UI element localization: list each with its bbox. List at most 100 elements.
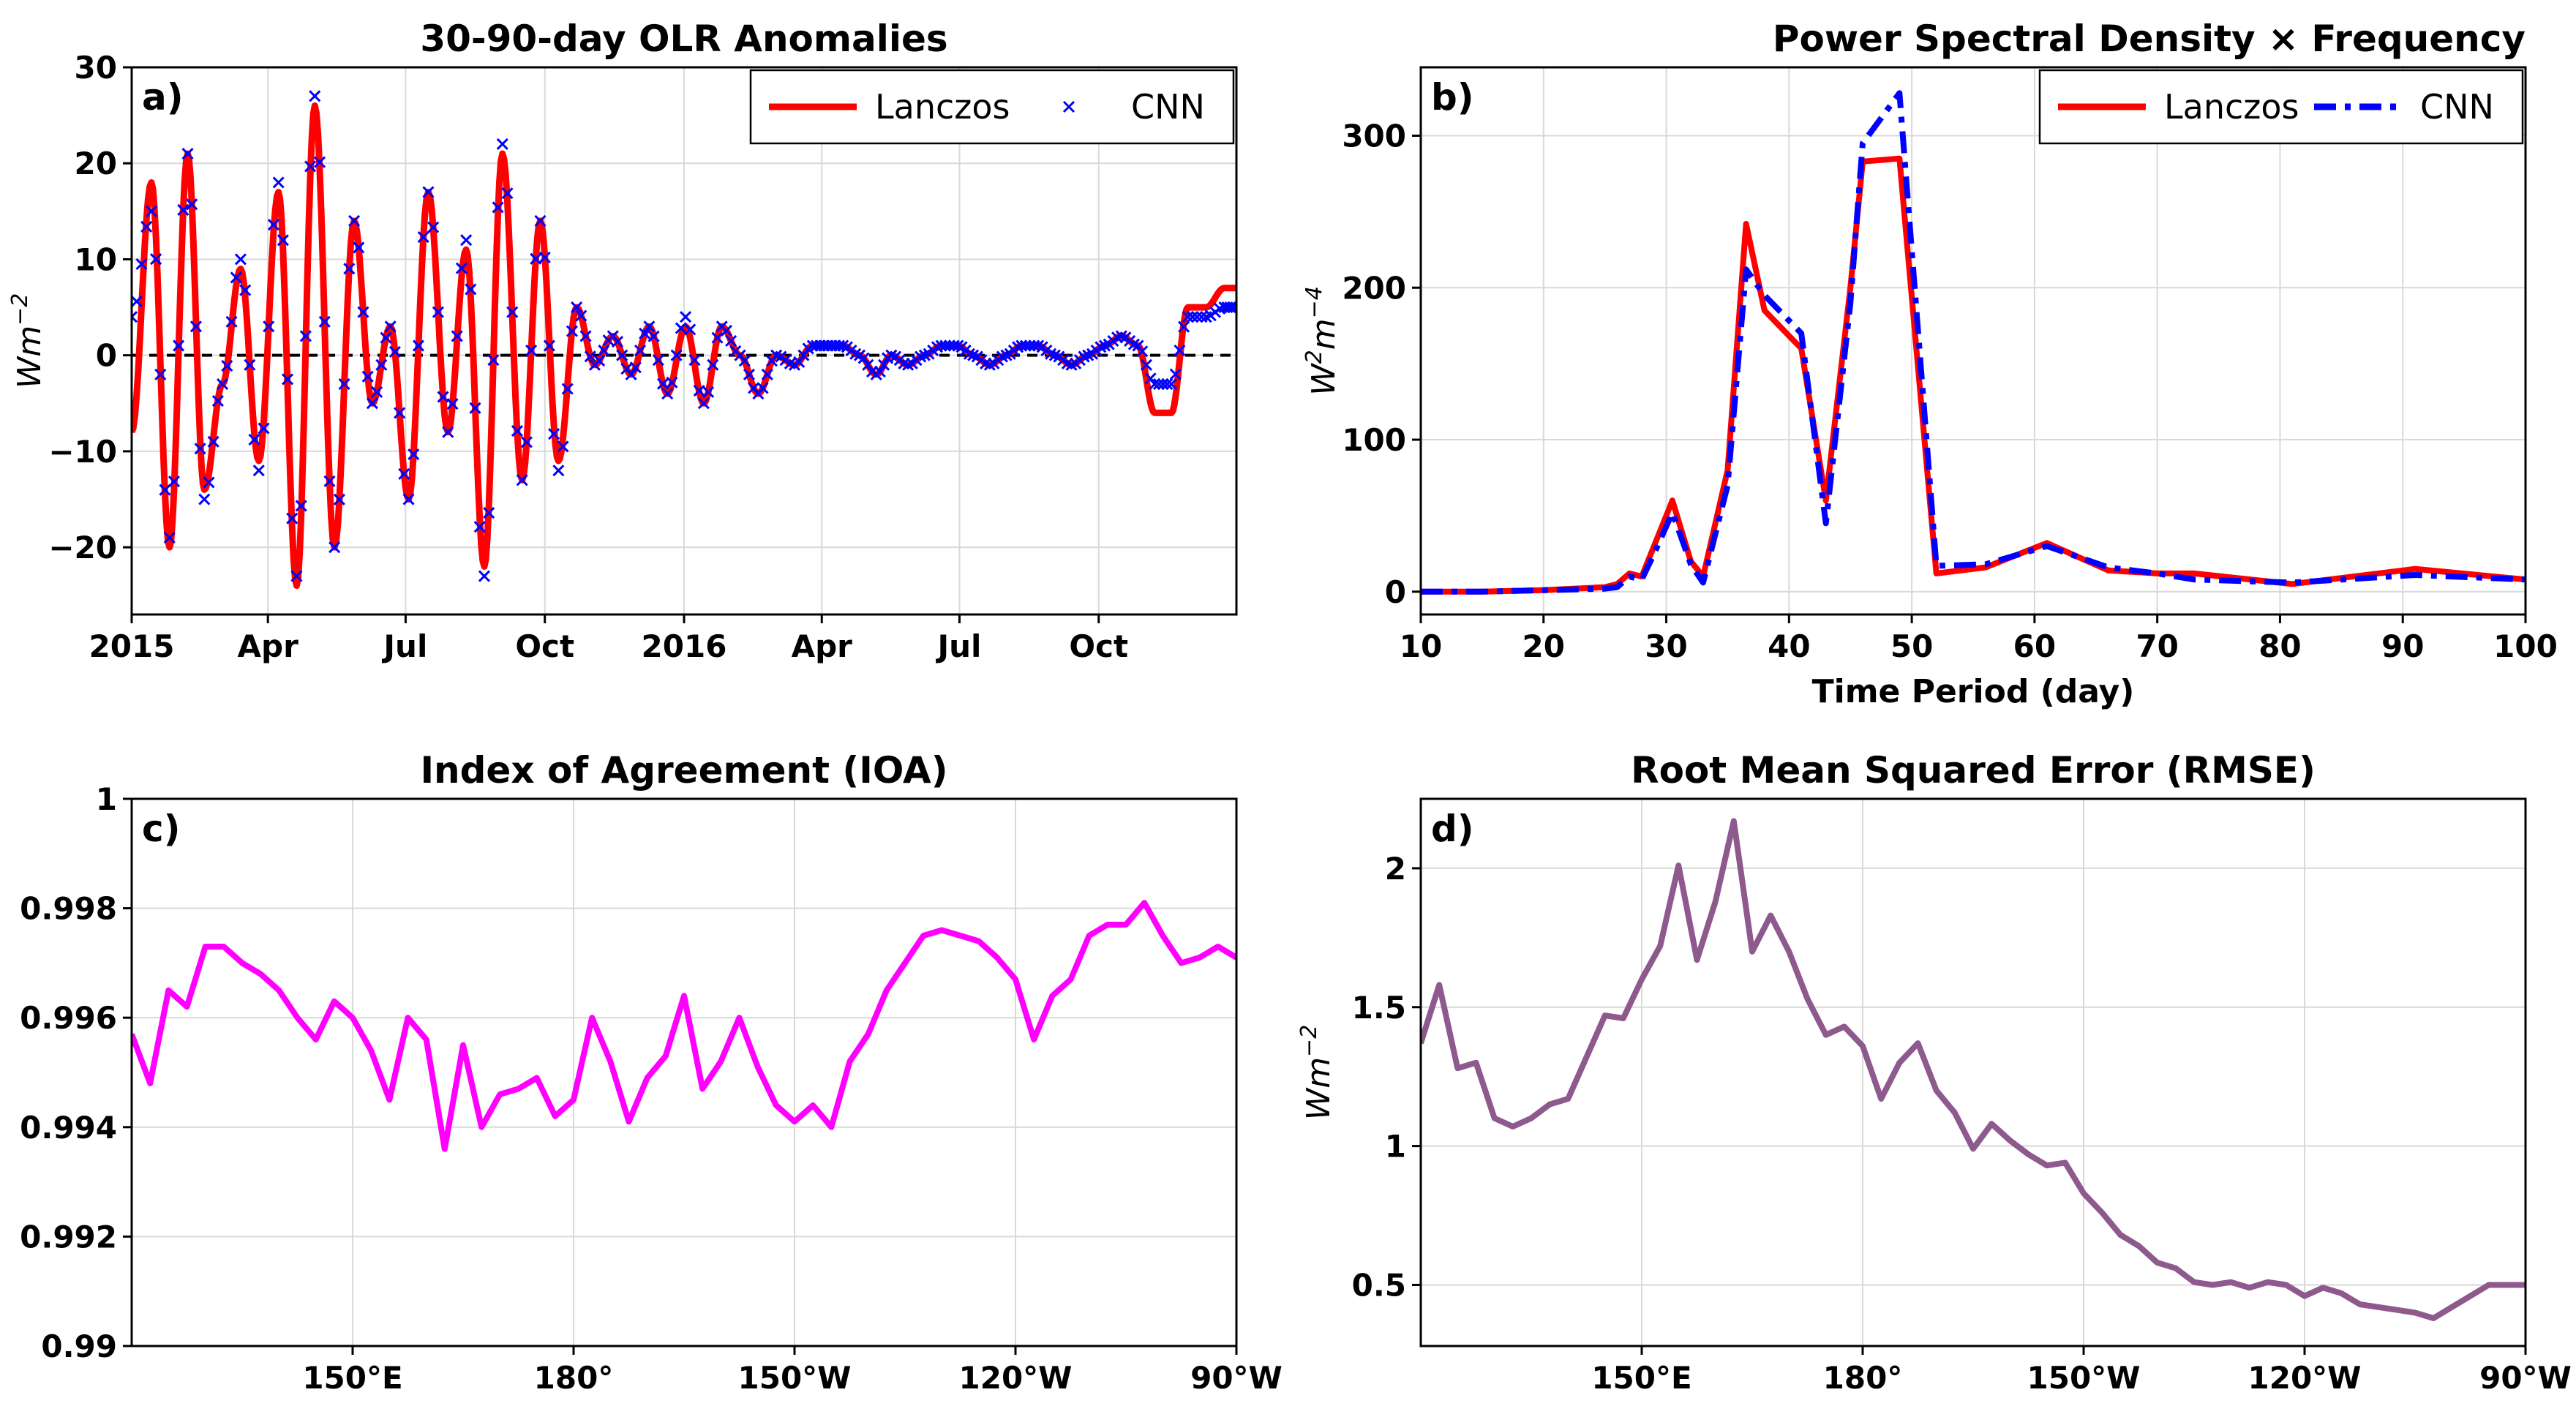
x-tick-label: Apr	[238, 628, 299, 664]
y-tick-label: 1	[1385, 1129, 1406, 1165]
data-point	[140, 220, 153, 233]
data-point	[496, 138, 508, 151]
data-point	[353, 241, 365, 254]
data-point	[543, 339, 555, 352]
data-point	[366, 397, 378, 410]
data-point	[520, 436, 533, 448]
data-point	[639, 327, 651, 339]
data-point	[277, 234, 289, 247]
data-point	[194, 443, 206, 455]
data-point	[132, 311, 138, 323]
legend-marker	[1062, 100, 1075, 113]
y-tick-label: 1	[96, 781, 117, 817]
y-axis-label: Wm−2	[1296, 1025, 1337, 1121]
data-point	[225, 315, 238, 328]
x-tick-label: Oct	[1069, 628, 1128, 664]
data-point	[797, 349, 810, 361]
x-tick-label: 120°W	[959, 1360, 1073, 1396]
axes-frame	[130, 797, 1238, 1347]
series-line-s0	[1421, 818, 2526, 1321]
x-tick-label: 90°W	[1190, 1360, 1283, 1396]
y-tick-label: 0	[1385, 574, 1406, 610]
data-point	[1182, 311, 1194, 323]
data-point	[361, 370, 374, 383]
x-tick-label: 60	[2013, 628, 2056, 664]
data-point	[427, 221, 440, 233]
y-tick-label: 20	[75, 146, 117, 181]
data-point	[874, 366, 886, 378]
panel-label: b)	[1431, 76, 1474, 119]
data-point	[761, 368, 773, 380]
data-point	[538, 251, 551, 263]
data-point	[952, 339, 964, 352]
data-point	[437, 391, 449, 403]
data-point	[177, 203, 189, 217]
data-point	[323, 475, 336, 487]
data-point	[693, 384, 705, 397]
data-point	[328, 541, 341, 554]
data-point	[702, 386, 715, 398]
data-point	[286, 512, 298, 525]
data-point	[1224, 301, 1236, 314]
data-point	[1000, 349, 1013, 361]
data-point	[688, 354, 701, 366]
panel-label: c)	[142, 808, 181, 850]
x-tick-label: 10	[1400, 628, 1442, 664]
panel-label: d)	[1431, 808, 1474, 850]
y-tick-label: 0.994	[20, 1110, 117, 1146]
data-point	[465, 283, 477, 296]
data-point	[743, 368, 756, 380]
data-point	[304, 160, 317, 173]
data-point	[473, 521, 486, 533]
data-point	[186, 198, 198, 211]
chart-title: 30-90-day OLR Anomalies	[420, 18, 947, 60]
data-point	[1136, 345, 1149, 358]
data-point	[1165, 377, 1178, 391]
data-point	[670, 349, 683, 361]
data-point	[680, 311, 692, 323]
data-point	[207, 435, 219, 448]
data-point	[525, 345, 538, 357]
data-point	[1161, 377, 1174, 391]
data-point	[1227, 301, 1236, 314]
y-tick-label: −10	[48, 434, 117, 470]
x-tick-label: 20	[1522, 628, 1565, 664]
data-point	[217, 377, 229, 391]
data-point	[168, 475, 180, 488]
data-point	[398, 467, 410, 480]
data-point	[357, 306, 369, 318]
data-point	[263, 320, 275, 333]
data-point	[506, 306, 519, 318]
panel-1: 10 20 30 40 50 60 70 80 90 100 0 100 200 300 Power Spe…	[1302, 18, 2558, 710]
data-point	[793, 356, 806, 369]
data-point	[318, 315, 331, 328]
data-point	[516, 474, 528, 486]
y-tick-label: 0.5	[1352, 1267, 1406, 1303]
data-point	[348, 214, 361, 228]
panel-0: 2015 Apr Jul Oct 2016 Apr Jul Oct 30 20 10 0 −10 −20 3…	[7, 18, 1238, 664]
x-tick-label: Jul	[381, 628, 427, 664]
data-point	[579, 330, 592, 342]
data-point	[625, 368, 637, 380]
data-point	[181, 148, 194, 160]
x-tick-label: 150°E	[302, 1360, 402, 1396]
data-point	[877, 358, 890, 371]
legend: Lanczos CNN	[2038, 69, 2524, 145]
data-point	[455, 262, 467, 274]
y-tick-label: 0.996	[20, 1000, 117, 1036]
data-point	[593, 354, 606, 367]
panel-2: 150°E 180° 150°W 120°W 90°W 0.99 0.992 0.994 0.9…	[20, 749, 1283, 1396]
series-line-Lanczos	[1421, 155, 2526, 595]
data-point	[561, 383, 574, 395]
data-point	[281, 373, 294, 386]
data-point	[557, 440, 569, 453]
data-point	[511, 424, 524, 437]
axes-frame	[1419, 66, 2527, 616]
data-point	[422, 186, 435, 198]
data-point	[487, 354, 500, 366]
data-point	[159, 484, 171, 496]
data-point	[432, 306, 444, 318]
data-point	[666, 376, 678, 388]
data-point	[252, 465, 265, 477]
